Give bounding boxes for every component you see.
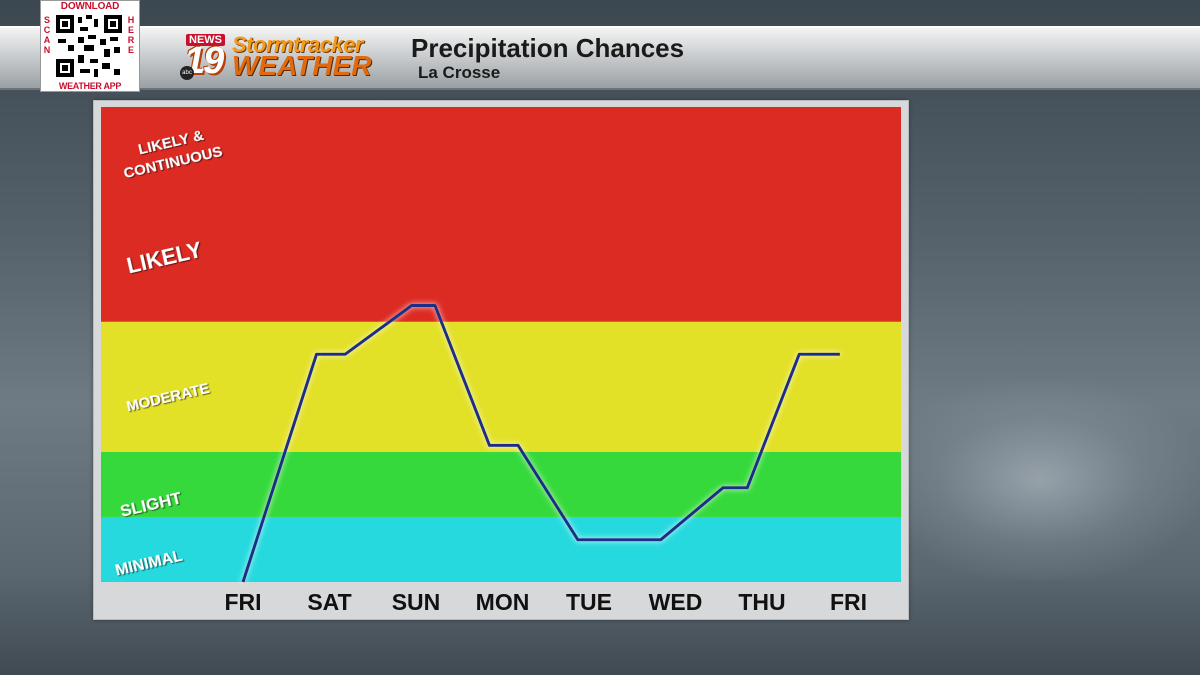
x-tick-label-4: TUE: [566, 589, 612, 615]
qr-right-letters: HERE: [127, 15, 135, 55]
brand-stormtracker: Stormtracker: [232, 32, 363, 57]
x-tick-label-6: THU: [738, 589, 785, 615]
background-cloud-glow: [880, 380, 1200, 580]
precipitation-chart: LIKELY & CONTINUOUS LIKELY MODERATE SLIG…: [101, 107, 901, 615]
x-tick-label-7: FRI: [830, 589, 867, 615]
station-logo: 19 NEWS abc Stormtracker WEATHER: [180, 32, 410, 82]
x-tick-label-5: WED: [649, 589, 703, 615]
band-moderate: [101, 321, 901, 452]
x-tick-label-1: SAT: [307, 589, 351, 615]
qr-code-icon: [56, 15, 122, 77]
qr-left-text: SCAN: [43, 15, 53, 55]
abc-network-icon: abc: [180, 66, 194, 80]
x-tick-label-3: MON: [476, 589, 530, 615]
line-layer: [241, 304, 840, 583]
band-minimal: [101, 516, 901, 582]
band-likely: [101, 107, 901, 322]
qr-right-text: HERE: [127, 15, 137, 55]
chart-panel: LIKELY & CONTINUOUS LIKELY MODERATE SLIG…: [93, 100, 909, 620]
band-slight: [101, 451, 901, 517]
qr-bottom-text: WEATHER APP: [58, 81, 122, 91]
bands-layer: [101, 107, 901, 582]
location-label: La Crosse: [418, 63, 501, 82]
x-tick-label-2: SUN: [392, 589, 441, 615]
qr-left-letters: SCAN: [43, 15, 51, 55]
x-axis-ticks: FRI SAT SUN MON TUE WED THU FRI: [224, 589, 867, 615]
qr-download-box[interactable]: DOWNLOAD SCAN HERE WEATHER APP: [40, 0, 140, 92]
qr-top-text: DOWNLOAD: [60, 1, 120, 12]
brand-weather: WEATHER: [232, 50, 372, 81]
news19-badge: 19 NEWS abc: [180, 32, 226, 82]
x-tick-label-0: FRI: [224, 589, 261, 615]
page-title: Precipitation Chances: [411, 33, 685, 63]
news-label: NEWS: [186, 34, 225, 46]
